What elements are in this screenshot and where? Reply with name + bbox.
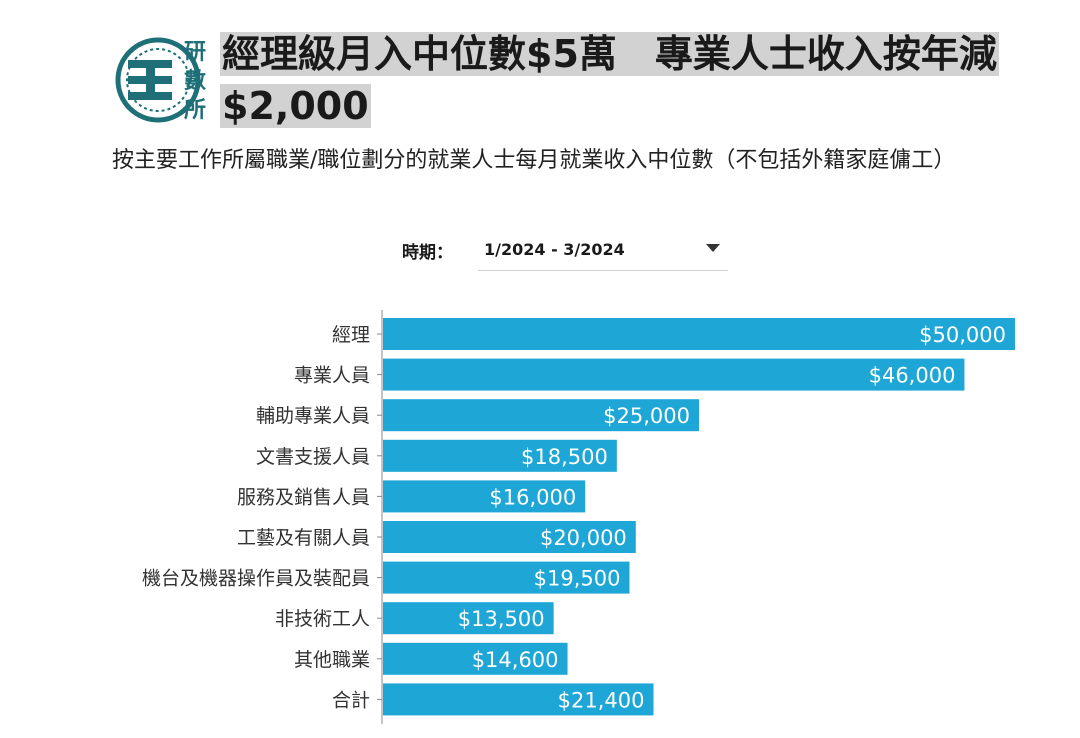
category-label: 非技術工人 [275, 608, 370, 630]
category-label: 經理 [332, 324, 370, 346]
bar[interactable] [383, 480, 586, 513]
data-label: $46,000 [869, 364, 956, 388]
data-label: $19,500 [534, 567, 621, 591]
chevron-down-icon[interactable] [706, 244, 720, 252]
period-label: 時期： [402, 243, 453, 263]
data-label: $18,500 [521, 445, 608, 469]
category-label: 輔助專業人員 [256, 405, 370, 427]
category-label: 服務及銷售人員 [237, 486, 370, 508]
period-dropdown[interactable]: 1/2024 - 3/2024 [478, 232, 728, 271]
category-label: 文書支援人員 [256, 446, 370, 468]
bar[interactable] [383, 358, 965, 391]
data-label: $50,000 [919, 323, 1006, 347]
period-value: 1/2024 - 3/2024 [484, 240, 625, 259]
category-label: 專業人員 [294, 365, 370, 387]
bar[interactable] [383, 683, 654, 716]
bar[interactable] [383, 561, 630, 594]
bar[interactable] [383, 521, 636, 553]
logo-text: 研數所 [183, 40, 206, 123]
logo-icon [115, 37, 201, 123]
category-label: 工藝及有關人員 [237, 527, 370, 549]
bar[interactable] [383, 318, 1015, 350]
data-label: $16,000 [489, 485, 576, 509]
data-label: $20,000 [540, 526, 627, 550]
bar[interactable] [383, 642, 568, 675]
bar-chart: 經理 $50,000 專業人員 $46,000 輔助專業人員 $25,000 文書支援人員 $… [142, 310, 1015, 724]
bar[interactable] [383, 399, 699, 432]
data-label: $25,000 [603, 404, 690, 428]
bar[interactable] [383, 602, 554, 635]
category-label: 其他職業 [294, 649, 370, 671]
page-subtitle: 按主要工作所屬職業/職位劃分的就業人士每月就業收入中位數（不包括外籍家庭傭工） [112, 148, 956, 173]
page-title: 經理級月入中位數$5萬 專業人士收入按年減$2,000 [220, 32, 999, 128]
category-label: 機台及機器操作員及裝配員 [142, 568, 370, 590]
bar[interactable] [383, 439, 617, 472]
data-label: $21,400 [558, 688, 645, 712]
data-label: $13,500 [458, 607, 545, 631]
category-label: 合計 [332, 689, 370, 711]
data-label: $14,600 [472, 648, 559, 672]
